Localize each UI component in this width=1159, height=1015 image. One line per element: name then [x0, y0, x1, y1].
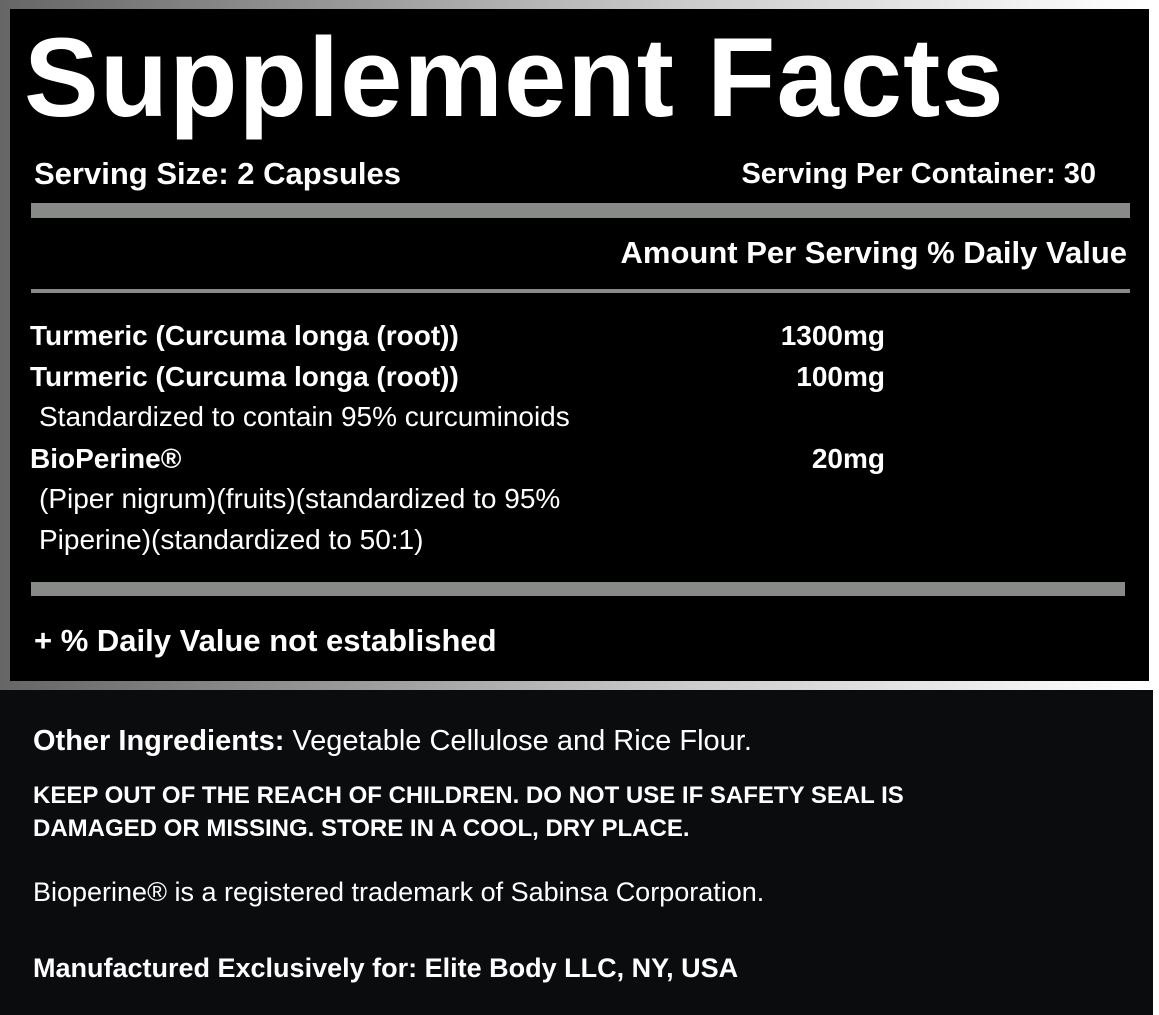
ingredient-name: Turmeric (Curcuma longa (root)) — [30, 361, 459, 392]
ingredient-detail: Standardized to contain 95% curcuminoids — [39, 401, 570, 432]
ingredient-amount: 100mg — [796, 361, 885, 392]
thick-rule — [31, 582, 1125, 596]
supplement-facts-panel-frame — [0, 0, 1151, 690]
other-ingredients-value: Vegetable Cellulose and Rice Flour. — [292, 725, 752, 757]
ingredient-name: BioPerine® — [30, 443, 182, 474]
manufacturer: Manufactured Exclusively for: Elite Body… — [33, 953, 739, 983]
ingredient-name: Turmeric (Curcuma longa (root)) — [30, 320, 459, 351]
trademark-notice: Bioperine® is a registered trademark of … — [33, 877, 765, 907]
ingredient-amount: 1300mg — [780, 320, 885, 351]
footnote: + % Daily Value not established — [34, 623, 497, 658]
ingredient-amount: 20mg — [811, 443, 885, 474]
ingredient-detail: (Piper nigrum)(fruits)(standardized to 9… — [39, 483, 561, 514]
thick-rule — [31, 203, 1130, 218]
other-ingredients-label: Other Ingredients: — [33, 725, 285, 757]
ingredient-detail: Piperine)(standardized to 50:1) — [39, 524, 424, 555]
warning-line: KEEP OUT OF THE REACH OF CHILDREN. DO NO… — [33, 782, 904, 809]
serving-size: Serving Size: 2 Capsules — [34, 156, 401, 191]
supplement-facts-panel — [10, 9, 1149, 681]
info-panel — [0, 690, 1153, 1015]
warning-line: DAMAGED OR MISSING. STORE IN A COOL, DRY… — [33, 815, 690, 842]
servings-per-container: Serving Per Container: 30 — [741, 158, 1096, 190]
thin-rule — [31, 289, 1130, 293]
column-header: Amount Per Serving % Daily Value — [620, 235, 1128, 270]
panel-title: Supplement Facts — [24, 15, 1005, 140]
other-ingredients: Other Ingredients: Vegetable Cellulose a… — [33, 725, 752, 758]
